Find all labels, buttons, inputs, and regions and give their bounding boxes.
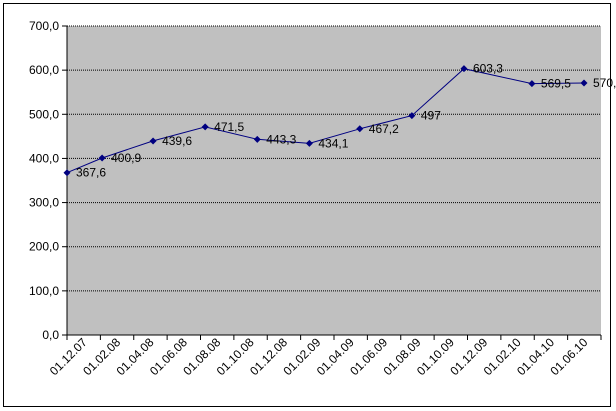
data-point xyxy=(253,135,261,143)
data-label: 439,6 xyxy=(162,134,192,148)
data-point xyxy=(63,169,71,177)
data-label: 367,6 xyxy=(76,166,106,180)
data-point xyxy=(528,80,536,88)
data-label: 569,5 xyxy=(541,77,571,91)
data-point xyxy=(460,65,468,73)
data-label: 497 xyxy=(421,109,441,123)
y-tick-label: 100,0 xyxy=(29,284,59,298)
y-tick-label: 200,0 xyxy=(29,240,59,254)
data-label: 400,9 xyxy=(111,151,141,165)
data-label: 434,1 xyxy=(318,136,348,150)
data-point xyxy=(149,137,157,145)
y-tick-label: 300,0 xyxy=(29,196,59,210)
y-tick-label: 700,0 xyxy=(29,19,59,33)
data-label: 570,8 xyxy=(593,76,616,90)
data-label: 443,3 xyxy=(266,132,296,146)
y-tick-label: 500,0 xyxy=(29,107,59,121)
data-point xyxy=(408,112,416,120)
data-label: 467,2 xyxy=(369,122,399,136)
y-tick-label: 0,0 xyxy=(42,328,59,342)
data-point xyxy=(580,79,588,87)
plot-area xyxy=(67,26,601,335)
y-tick-label: 600,0 xyxy=(29,63,59,77)
y-tick-label: 400,0 xyxy=(29,151,59,165)
data-point xyxy=(305,139,313,147)
data-label: 603,3 xyxy=(473,62,503,76)
data-point xyxy=(201,123,209,131)
x-tick-label: 01.06.10 xyxy=(547,335,590,378)
data-point xyxy=(98,154,106,162)
data-label: 471,5 xyxy=(214,120,244,134)
data-point xyxy=(356,125,364,133)
